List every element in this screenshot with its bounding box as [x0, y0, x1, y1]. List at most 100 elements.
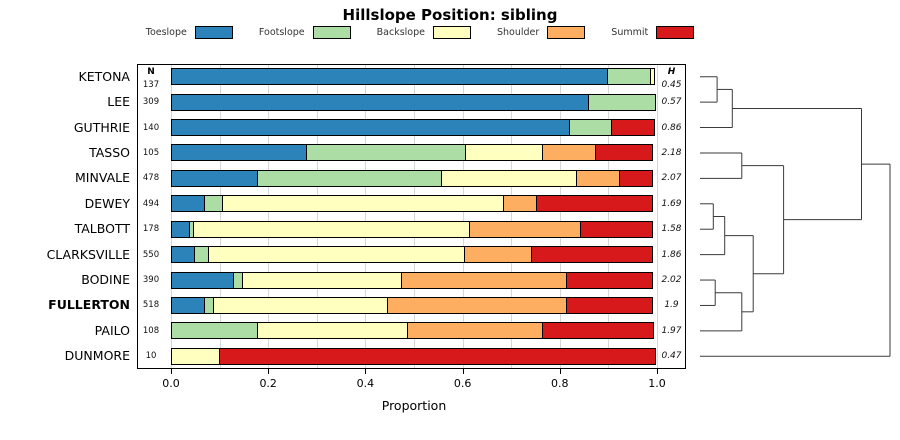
legend-swatch-toeslope — [194, 26, 233, 39]
gridline — [316, 65, 318, 368]
legend-label: Backslope — [376, 27, 425, 38]
bar-segment-backslope — [193, 220, 471, 238]
h-value: 1.97 — [661, 325, 682, 336]
n-value: 10 — [145, 351, 157, 362]
bar-segment-backslope — [241, 271, 403, 289]
bar-segment-backslope — [207, 246, 466, 264]
bar-segment-footslope — [607, 68, 652, 86]
gridline — [414, 65, 415, 368]
h-value: 2.18 — [661, 147, 682, 158]
x-tick-label: 0.8 — [551, 377, 569, 390]
bar-segment-toeslope — [171, 119, 570, 137]
bar-segment-summit — [594, 144, 653, 162]
gridline — [365, 65, 367, 368]
legend-swatch-summit — [656, 26, 695, 39]
chart-title: Hillslope Position: sibling — [342, 6, 558, 24]
legend-swatch-shoulder — [547, 26, 586, 39]
h-value: 0.47 — [661, 351, 682, 362]
plot-frame — [137, 64, 686, 369]
bar-row — [171, 220, 657, 238]
bar-segment-toeslope — [171, 220, 191, 238]
gridline — [657, 65, 658, 368]
n-value: 478 — [142, 173, 160, 184]
bar-row — [171, 246, 657, 264]
legend-item: Backslope — [377, 26, 471, 39]
bar-segment-footslope — [306, 144, 467, 162]
bar-segment-summit — [565, 296, 653, 314]
bar-segment-footslope — [587, 93, 656, 111]
h-value: 1.86 — [661, 249, 682, 260]
h-value: 1.9 — [664, 300, 679, 311]
bar-segment-backslope — [441, 169, 578, 187]
bar-segment-backslope — [212, 296, 388, 314]
bar-segment-shoulder — [401, 271, 567, 289]
bar-segment-toeslope — [171, 169, 259, 187]
h-value: 0.57 — [661, 97, 682, 108]
bar-segment-shoulder — [386, 296, 567, 314]
h-value: 0.86 — [661, 122, 682, 133]
row-label: TALBOTT — [74, 221, 130, 237]
x-axis-label: Proportion — [381, 398, 447, 413]
bar-segment-backslope — [222, 195, 505, 213]
bar-segment-toeslope — [171, 195, 206, 213]
bar-row — [171, 347, 657, 365]
gridline — [171, 65, 172, 368]
x-tick-label: 0.0 — [162, 377, 180, 390]
x-tick-label: 0.6 — [453, 377, 472, 390]
x-axis-tick — [171, 369, 172, 374]
bar-row — [171, 93, 657, 111]
x-axis-tick — [268, 369, 270, 374]
x-axis-tick — [657, 369, 658, 374]
bar-row — [171, 144, 657, 162]
row-label: CLARKSVILLE — [46, 246, 130, 262]
row-label: DEWEY — [84, 195, 130, 211]
gridline — [219, 65, 221, 368]
legend-label: Summit — [611, 27, 649, 38]
bar-segment-summit — [611, 119, 655, 137]
bar-segment-toeslope — [171, 68, 609, 86]
bar-segment-shoulder — [407, 322, 544, 340]
legend-item: Summit — [611, 26, 695, 39]
row-label: KETONA — [78, 68, 130, 84]
bar-row — [171, 119, 657, 137]
legend-swatch-backslope — [432, 26, 471, 39]
legend-label: Shoulder — [496, 27, 540, 38]
bar-row — [171, 68, 657, 86]
row-label: TASSO — [89, 144, 130, 160]
bar-segment-toeslope — [171, 296, 206, 314]
n-value: 518 — [142, 300, 160, 311]
row-label: DUNMORE — [64, 348, 130, 364]
gridline — [511, 65, 513, 368]
bar-segment-footslope — [194, 246, 209, 264]
n-value: 108 — [142, 325, 160, 336]
legend-swatch-footslope — [312, 26, 351, 39]
row-label: MINVALE — [75, 170, 130, 186]
bar-row — [171, 195, 657, 213]
x-axis-tick — [365, 369, 367, 374]
bar-row — [171, 322, 657, 340]
bar-segment-shoulder — [542, 144, 596, 162]
bar-segment-shoulder — [464, 246, 533, 264]
h-value: 2.02 — [661, 275, 682, 286]
gridline — [608, 65, 610, 368]
n-column-header: N — [147, 67, 155, 77]
legend-item: Footslope — [259, 26, 351, 39]
bar-row — [171, 271, 657, 289]
bar-segment-summit — [542, 322, 654, 340]
legend: Toeslope Footslope Backslope Shoulder Summit — [0, 26, 840, 39]
x-tick-label: 0.2 — [259, 377, 277, 390]
x-tick-label: 0.4 — [356, 377, 375, 390]
bar-segment-summit — [580, 220, 653, 238]
bar-segment-backslope — [171, 347, 220, 365]
bar-segment-toeslope — [171, 246, 196, 264]
h-value: 1.69 — [661, 198, 682, 209]
x-tick-label: 1.0 — [648, 377, 666, 390]
bar-segment-summit — [565, 271, 653, 289]
bar-segment-summit — [536, 195, 653, 213]
gridline — [462, 65, 464, 368]
row-label: PAILO — [94, 322, 130, 338]
bar-segment-footslope — [204, 195, 224, 213]
bar-segment-summit — [531, 246, 653, 264]
row-label: GUTHRIE — [73, 119, 130, 135]
